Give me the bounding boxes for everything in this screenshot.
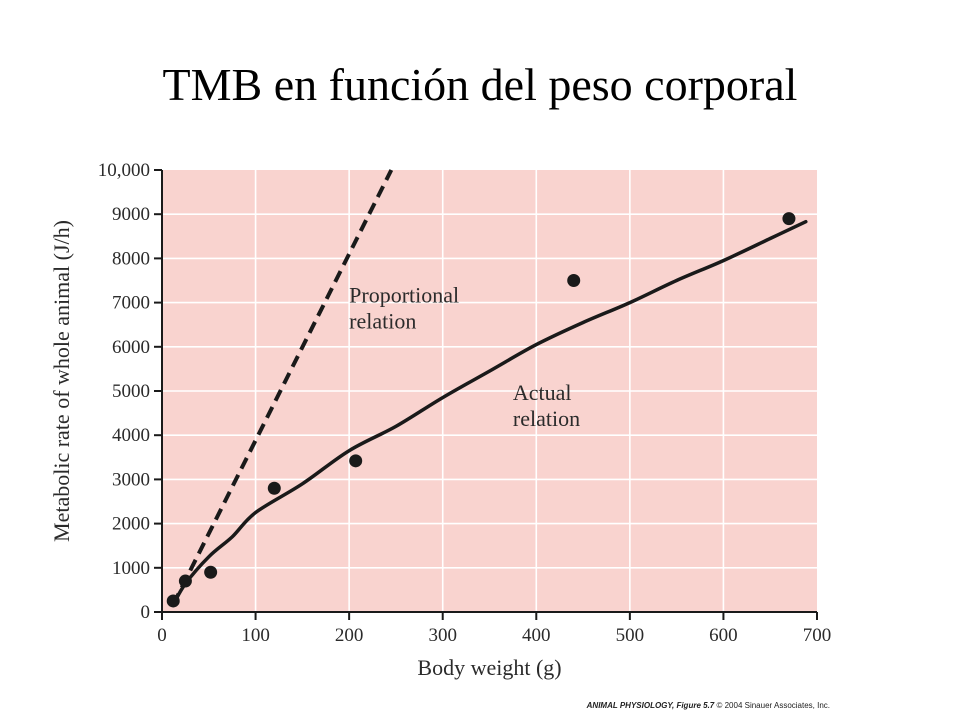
x-axis-title: Body weight (g) — [417, 655, 561, 680]
data-point — [349, 454, 363, 468]
data-points — [166, 212, 796, 608]
annotation-line: relation — [513, 406, 580, 431]
data-point — [204, 565, 218, 579]
y-tick-label: 10,000 — [98, 160, 150, 181]
annotation-line: relation — [349, 309, 416, 334]
slide-title: TMB en función del peso corporal — [162, 59, 798, 110]
x-tick-label: 400 — [522, 625, 551, 646]
actual-relation-curve — [171, 219, 808, 607]
x-tick-label: 200 — [335, 625, 364, 646]
data-point — [178, 574, 192, 588]
x-tick-label: 500 — [616, 625, 645, 646]
y-tick-label: 3000 — [112, 469, 150, 490]
y-tick-label: 7000 — [112, 293, 150, 314]
y-tick-label: 8000 — [112, 248, 150, 269]
data-point — [166, 594, 180, 608]
tick-labels: 0 100 200 300 400 500 600 700010002000300040005… — [98, 160, 832, 646]
y-tick-label: 0 — [141, 602, 151, 623]
data-point — [567, 274, 581, 287]
x-tick-label: 600 — [709, 625, 738, 646]
y-tick-label: 6000 — [112, 337, 150, 358]
y-axis-title: Metabolic rate of whole animal (J/h) — [49, 220, 74, 542]
y-tick-label: 2000 — [112, 514, 150, 535]
x-tick-label: 300 — [428, 625, 457, 646]
actual-relation-label: Actual relation — [513, 380, 580, 431]
x-tick-label: 700 — [803, 625, 832, 646]
data-point — [267, 481, 281, 495]
figure-credit: ANIMAL PHYSIOLOGY, Figure 5.7 © 2004 Sin… — [587, 701, 830, 710]
proportional-relation-line — [171, 169, 394, 606]
y-tick-label: 4000 — [112, 425, 150, 446]
series-lines — [171, 169, 808, 607]
axes — [154, 169, 818, 620]
annotation-line: Proportional — [349, 283, 459, 308]
y-tick-label: 9000 — [112, 204, 150, 225]
x-tick-label: 0 — [157, 625, 167, 646]
copyright: © 2004 Sinauer Associates, Inc. — [716, 701, 830, 710]
figure-source: ANIMAL PHYSIOLOGY, Figure 5.7 — [586, 701, 715, 710]
y-tick-label: 5000 — [112, 381, 150, 402]
gridlines — [162, 170, 817, 612]
y-tick-label: 1000 — [112, 558, 150, 579]
annotation-line: Actual — [513, 380, 572, 405]
proportional-relation-label: Proportional relation — [349, 283, 459, 334]
x-tick-label: 100 — [241, 625, 270, 646]
data-point — [782, 212, 796, 226]
